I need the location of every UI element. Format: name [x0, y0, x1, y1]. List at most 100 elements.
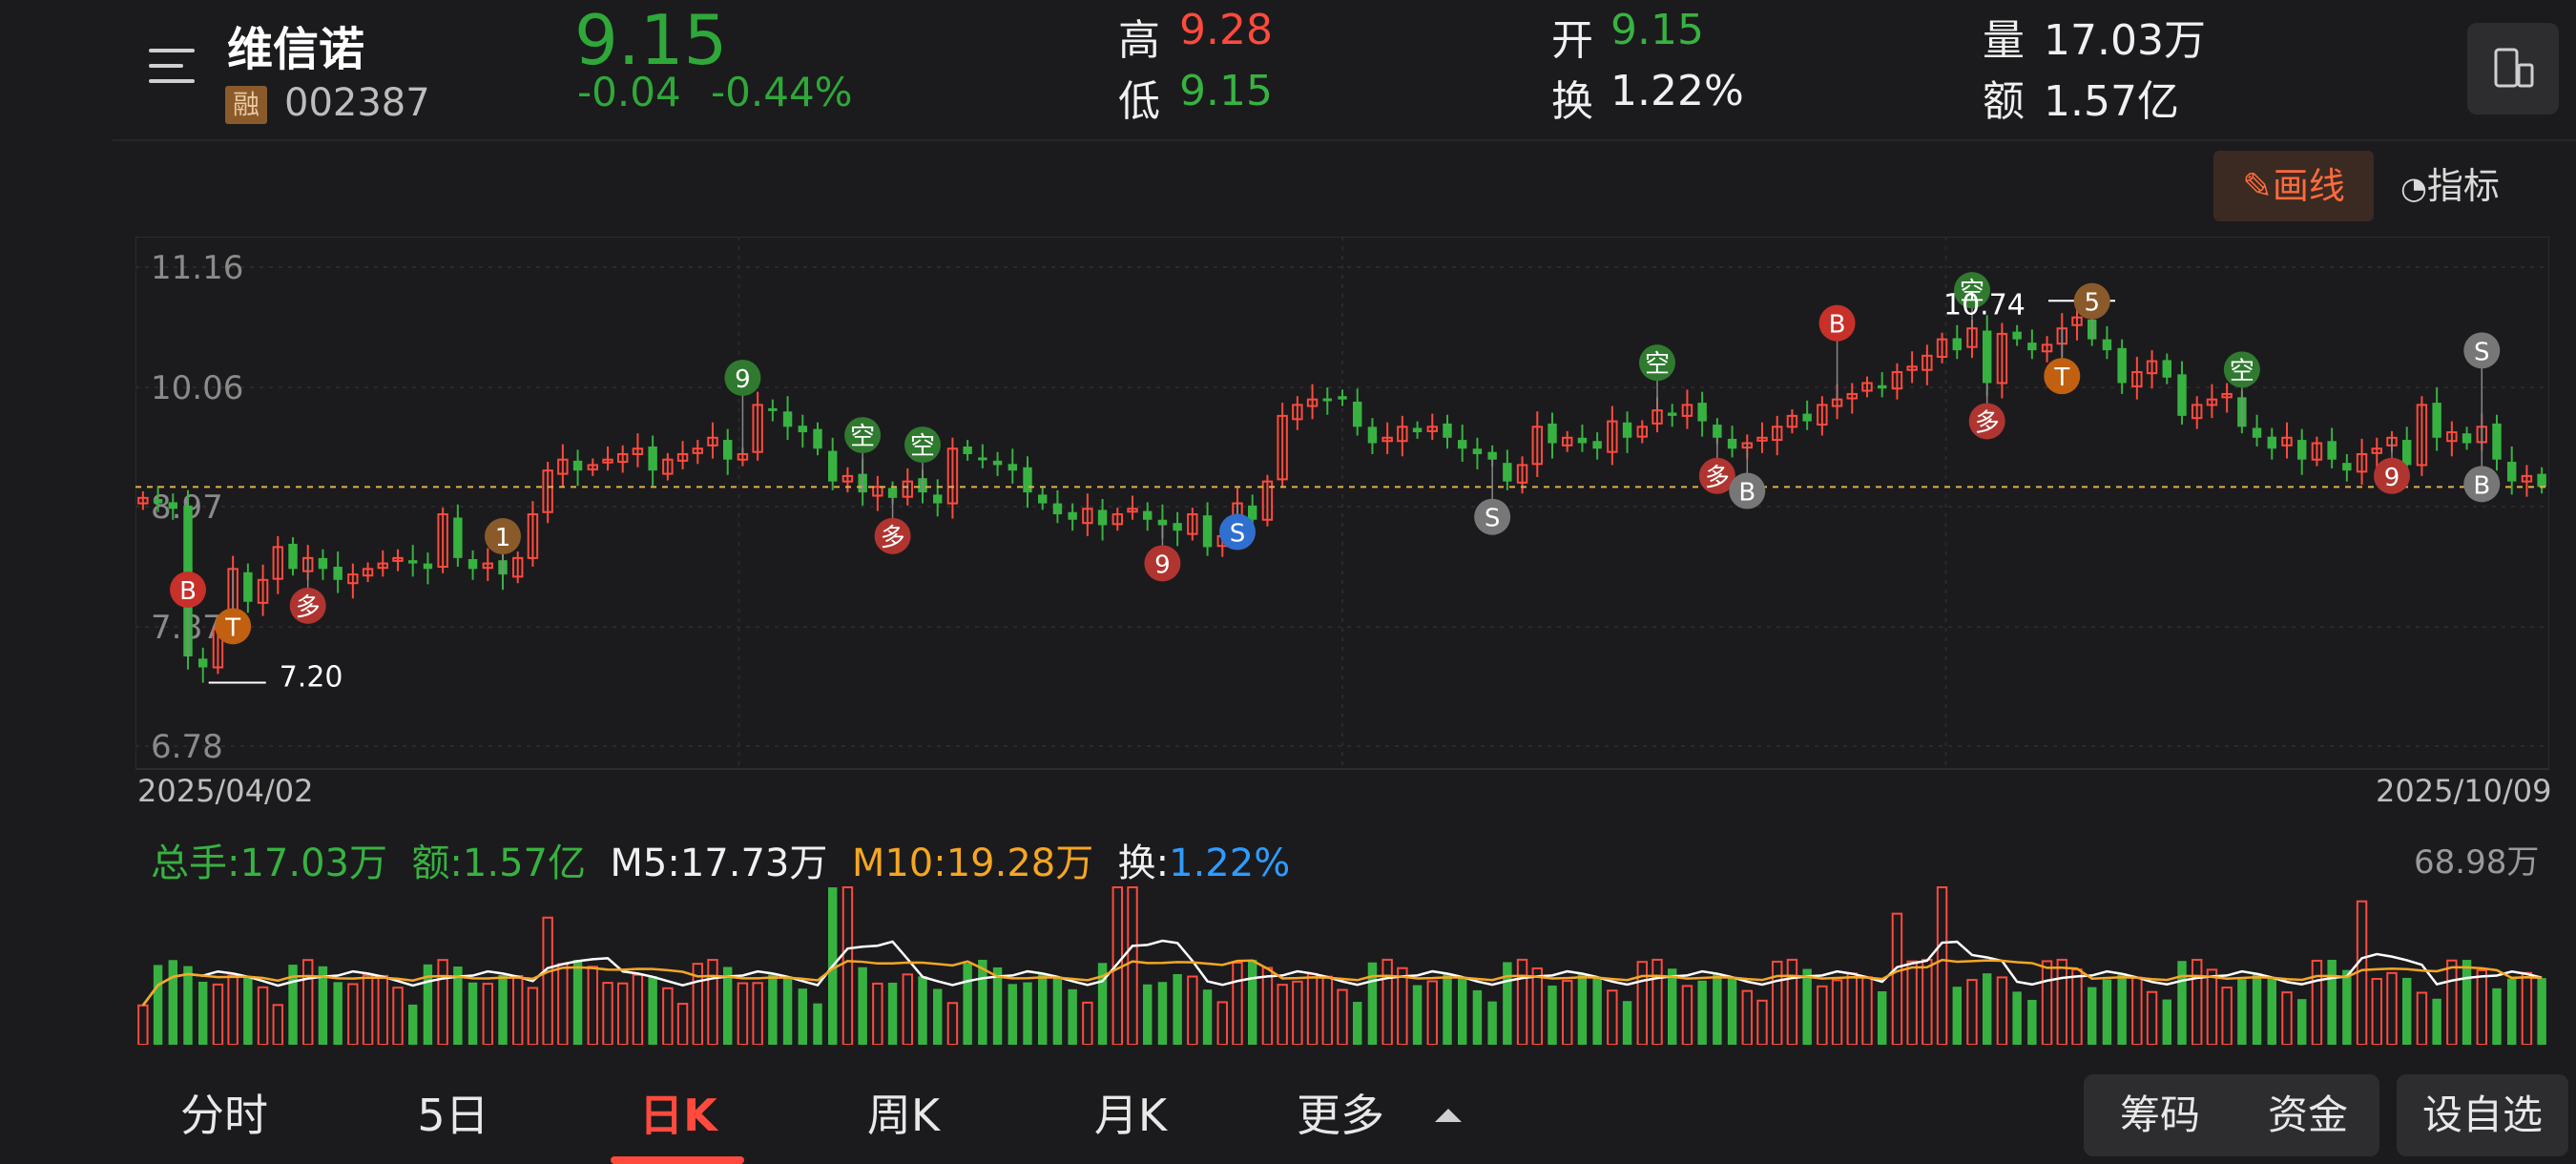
menu-icon[interactable]	[143, 43, 200, 91]
indicator-button[interactable]: ◔指标	[2400, 151, 2500, 223]
candle-body	[2267, 436, 2276, 449]
candle-body	[288, 543, 298, 570]
candle-body	[1636, 426, 1648, 438]
volume-bar	[1202, 989, 1213, 1045]
volume-bar	[887, 982, 898, 1045]
tab-daily-k[interactable]: 日K	[639, 1090, 717, 1141]
candle-body	[1817, 404, 1828, 426]
volume-bar	[1922, 958, 1933, 1045]
chips-button[interactable]: 筹码	[2084, 1074, 2236, 1156]
caret-up-icon[interactable]	[1431, 1103, 1465, 1126]
volume-bar	[2206, 968, 2218, 1045]
volume-bar	[1668, 968, 1677, 1045]
candle-body	[2041, 343, 2053, 353]
candle-body	[1592, 441, 1602, 449]
pencil-icon: ✎	[2242, 165, 2273, 207]
candle-body	[1008, 464, 1017, 471]
volume-bar	[1966, 979, 1978, 1045]
candle-body	[1068, 511, 1077, 520]
candle-body	[318, 557, 328, 570]
volume-bar	[2521, 971, 2533, 1045]
add-watchlist-button[interactable]: 设自选	[2397, 1074, 2568, 1156]
volume-bar	[183, 966, 193, 1045]
volume-bar	[1713, 973, 1722, 1045]
signal-marker-text: S	[1485, 505, 1501, 533]
volume-bar	[572, 960, 583, 1045]
tab-weekly-k[interactable]: 周K	[866, 1090, 941, 1141]
candle-body	[437, 513, 448, 569]
volume-bar	[392, 987, 404, 1045]
volume-chart[interactable]	[135, 878, 2549, 1045]
candle-body	[1412, 427, 1423, 433]
volume-bar	[1592, 976, 1602, 1045]
volume-bar	[1697, 980, 1707, 1045]
volume-max: 68.98万	[2414, 843, 2540, 882]
volume-bar	[841, 886, 854, 1045]
candle-body	[1443, 423, 1452, 438]
indicator-label: 指标	[2426, 165, 2500, 207]
ma5-volume: M5:17.73万	[610, 842, 828, 885]
volume-bar	[362, 974, 374, 1045]
volume-bar	[602, 982, 613, 1045]
volume-bar	[302, 959, 314, 1045]
volume-bar	[858, 967, 867, 1045]
candle-body	[676, 452, 689, 462]
signal-marker	[1639, 344, 1675, 382]
candle-body	[408, 560, 418, 564]
volume-bar	[542, 916, 553, 1045]
draw-line-button[interactable]: ✎画线	[2213, 151, 2374, 221]
volume-bar	[2462, 960, 2472, 1045]
volume-bar	[1772, 960, 1783, 1045]
signal-marker-text: B	[1829, 311, 1846, 340]
signal-marker	[1219, 513, 1256, 551]
candle-body	[1802, 413, 1812, 422]
tab-monthly-k[interactable]: 月K	[1093, 1090, 1168, 1141]
landscape-toggle-button[interactable]	[2467, 23, 2559, 114]
gauge-icon: ◔	[2400, 170, 2427, 206]
candle-body	[333, 567, 343, 580]
volume-bar	[1861, 976, 1873, 1045]
high-label: 高	[1118, 16, 1160, 65]
volume-bar	[648, 976, 657, 1045]
volume-bar	[2281, 991, 2293, 1045]
candle-body	[1338, 396, 1347, 400]
tab-5day[interactable]: 5日	[417, 1090, 489, 1141]
volume-bar	[257, 986, 269, 1045]
candle-body	[1097, 509, 1108, 526]
volume-bar	[662, 987, 674, 1045]
volume-bar	[1741, 989, 1753, 1045]
volume-bar	[1381, 958, 1393, 1045]
volume-bar	[2492, 987, 2502, 1045]
volume-bar	[617, 982, 629, 1045]
candle-body	[2146, 360, 2158, 375]
volume-bar	[2537, 978, 2546, 1045]
volume-bar	[1306, 972, 1319, 1045]
volume-bar	[1756, 999, 1768, 1045]
signal-marker-text: T	[2053, 364, 2069, 392]
funds-button[interactable]: 资金	[2236, 1074, 2379, 1156]
y-tick-label: 10.06	[151, 369, 243, 407]
candle-body	[902, 480, 913, 498]
volume-bar	[153, 965, 163, 1045]
candle-body	[887, 488, 898, 498]
candle-body	[1681, 404, 1693, 417]
candle-body	[2252, 427, 2262, 438]
volume-bar	[2221, 987, 2233, 1045]
candle-body	[782, 411, 793, 427]
volume-bar	[1143, 984, 1153, 1045]
candle-body	[1322, 398, 1332, 402]
volume-bar	[1652, 958, 1663, 1045]
candle-body	[1367, 426, 1378, 444]
candle-body	[662, 458, 674, 475]
candle-body	[2416, 404, 2428, 467]
signal-marker	[215, 608, 252, 645]
candle-body	[1458, 440, 1467, 449]
volume-bar	[1097, 963, 1108, 1045]
volume-bar	[1906, 960, 1918, 1045]
candle-body	[1983, 330, 1992, 384]
volume-bar	[2027, 999, 2037, 1045]
tab-more[interactable]: 更多	[1297, 1090, 1384, 1141]
tab-intraday[interactable]: 分时	[180, 1090, 268, 1141]
volume-bar	[377, 974, 388, 1045]
